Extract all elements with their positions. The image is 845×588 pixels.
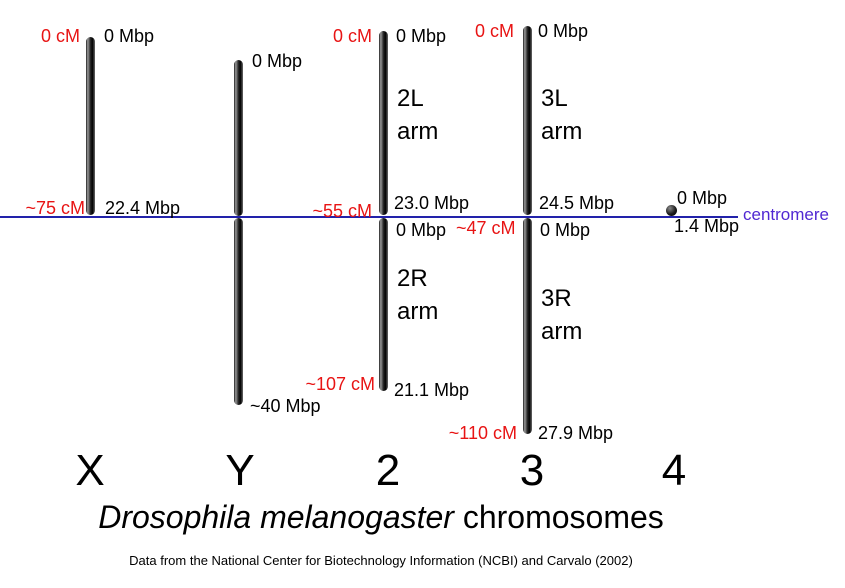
chr-2l-arm-label: 2L arm [397,85,439,146]
chr-2-centromere-genetic-label: ~55 cM [312,201,372,221]
chr-2r-arm-label: 2R arm [397,265,439,326]
figure-caption: Data from the National Center for Biotec… [129,553,633,568]
chr-2-top-genetic-label: 0 cM [332,26,372,46]
chr-2-name: 2 [375,446,401,495]
chr-4-name: 4 [661,446,687,495]
chr-y-top-physical-label: 0 Mbp [252,51,303,71]
chromosome-y-lower-bar [234,218,243,405]
centromere-line [0,216,738,218]
chr-3-bottom-genetic-label: ~110 cM [448,423,517,443]
chr-3-top-genetic-label: 0 cM [474,21,514,41]
chr-4-top-physical-label: 0 Mbp [677,188,728,208]
chr-2-bottom-physical-label: 21.1 Mbp [394,380,470,400]
chr-3-name: 3 [519,446,545,495]
chromosome-2r-bar [379,218,388,391]
chromosome-3r-bar [523,218,532,434]
chromosome-y-upper-bar [234,60,243,216]
chr-y-bottom-physical-label: ~40 Mbp [250,396,321,416]
chr-3-bottom-physical-label: 27.9 Mbp [538,423,614,443]
chr-3-top-physical-label: 0 Mbp [538,21,589,41]
chr-4-bottom-physical-label: 1.4 Mbp [674,216,740,236]
figure-title-species: Drosophila melanogaster [98,499,454,535]
chr-3l-arm-label: 3L arm [541,85,583,146]
chr-3-centromere-genetic-label: ~47 cM [456,218,516,238]
figure-title-suffix: chromosomes [453,499,664,535]
chromosome-3l-bar [523,26,532,215]
chromosome-4-dot [666,205,677,216]
chr-x-name: X [75,446,105,495]
chr-2-centromere-physical-upper-label: 23.0 Mbp [394,193,470,213]
chr-x-top-physical-label: 0 Mbp [104,26,155,46]
chr-3r-arm-label: 3R arm [541,285,583,346]
figure-title: Drosophila melanogaster chromosomes [0,499,762,535]
chr-3-centromere-physical-upper-label: 24.5 Mbp [539,193,615,213]
centromere-label: centromere [743,205,829,224]
chr-x-top-genetic-label: 0 cM [40,26,80,46]
chromosome-x-bar [86,37,95,215]
chr-x-centromere-genetic-label: ~75 cM [25,198,85,218]
chr-2-top-physical-label: 0 Mbp [396,26,447,46]
chr-2-centromere-physical-lower-label: 0 Mbp [396,220,447,240]
chr-y-name: Y [225,446,255,495]
chr-3-centromere-physical-lower-label: 0 Mbp [540,220,591,240]
chr-x-centromere-physical-label: 22.4 Mbp [105,198,181,218]
chromosome-2l-bar [379,31,388,215]
chr-2-bottom-genetic-label: ~107 cM [305,374,375,394]
